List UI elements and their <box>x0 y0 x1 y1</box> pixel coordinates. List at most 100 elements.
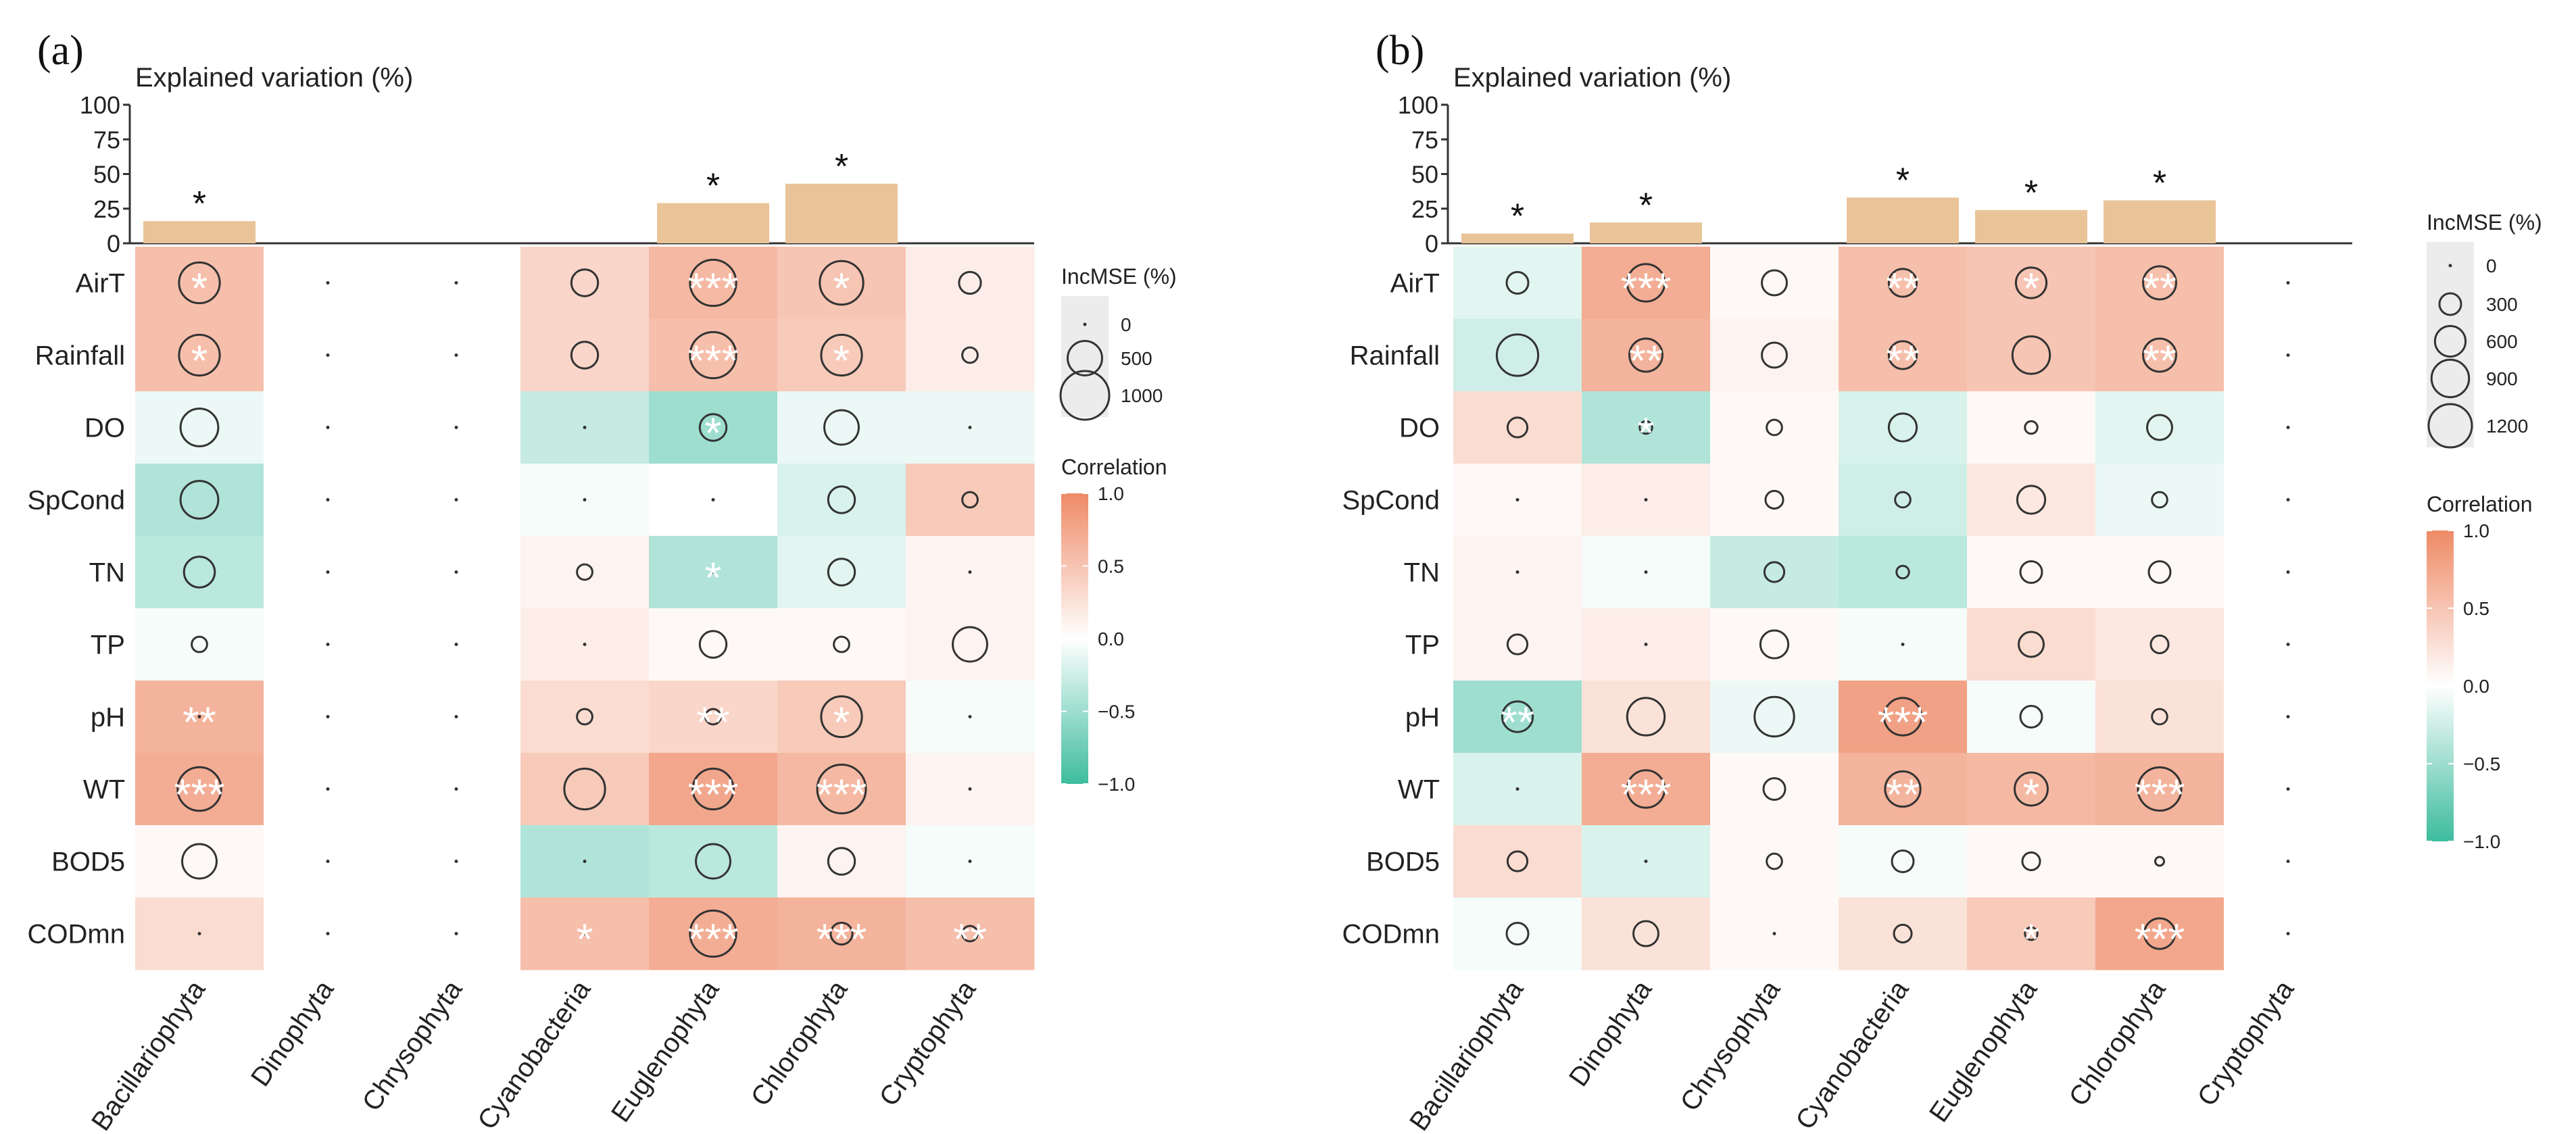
incmse-circle <box>2151 491 2168 509</box>
incmse-dot <box>2286 860 2290 863</box>
size-legend-label: 1000 <box>1121 385 1163 406</box>
row-label: WT <box>1398 775 1440 805</box>
explained-variation-bar <box>785 183 898 243</box>
incmse-circle <box>2016 485 2047 515</box>
incmse-dot <box>326 570 330 574</box>
incmse-circle <box>2019 560 2043 584</box>
bar-tick-label: 25 <box>1411 195 1438 223</box>
heatmap-cell <box>649 608 778 681</box>
row-label: AirT <box>1390 269 1440 299</box>
panel-label: (a) <box>37 28 84 74</box>
cell-significance: *** <box>174 770 225 819</box>
column-label: Euglenophyta <box>1924 975 2043 1127</box>
size-legend-key <box>2430 358 2471 399</box>
heatmap-cell <box>1710 464 1839 537</box>
heatmap-cell <box>649 825 778 898</box>
incmse-circle <box>1763 561 1786 583</box>
incmse-circle <box>2149 634 2170 655</box>
heatmap-cell <box>1453 608 1582 681</box>
incmse-dot <box>583 498 587 501</box>
cell-significance: * <box>1638 409 1655 458</box>
heatmap-cell <box>520 753 650 826</box>
cell-significance: * <box>833 337 850 385</box>
column-label: Chrysophyta <box>357 975 468 1116</box>
cell-significance: * <box>833 698 850 747</box>
size-legend-label: 1200 <box>2486 416 2528 437</box>
heatmap-cell <box>1582 391 1711 464</box>
incmse-dot <box>583 643 587 646</box>
incmse-circle <box>1632 920 1659 947</box>
row-label: BOD5 <box>51 847 125 877</box>
explained-variation-bar <box>2104 200 2216 243</box>
incmse-circle <box>1495 333 1540 377</box>
heatmap-cell <box>2095 897 2225 970</box>
incmse-dot <box>1901 643 1905 646</box>
row-label: DO <box>84 414 125 443</box>
incmse-circle <box>1762 777 1787 801</box>
heatmap-cell <box>649 391 778 464</box>
incmse-circle <box>820 333 863 377</box>
incmse-circle <box>704 708 722 726</box>
heatmap-cell <box>520 319 650 392</box>
cell-significance: ** <box>1886 337 1920 385</box>
incmse-dot <box>2286 643 2290 646</box>
size-legend-label: 900 <box>2486 368 2518 389</box>
incmse-circle <box>827 558 856 587</box>
incmse-circle <box>816 764 867 814</box>
heatmap-cell <box>135 753 264 826</box>
cell-significance: ** <box>1886 264 1920 313</box>
cell-significance: * <box>191 264 208 313</box>
incmse-circle <box>689 909 737 958</box>
cell-significance: * <box>577 915 593 964</box>
incmse-circle <box>1506 633 1529 656</box>
heatmap-cell <box>777 897 906 970</box>
explained-variation-bar <box>1461 233 1574 243</box>
heatmap-cell <box>1710 825 1839 898</box>
chart-title: Explained variation (%) <box>135 63 413 93</box>
heatmap-cell <box>1967 536 2096 609</box>
row-label: DO <box>1399 414 1440 443</box>
incmse-circle <box>1759 629 1790 660</box>
incmse-dot <box>197 715 201 718</box>
incmse-dot <box>2286 281 2290 285</box>
cell-significance: *** <box>2135 915 2185 964</box>
heatmap-cell <box>135 464 264 537</box>
incmse-dot <box>1644 570 1648 574</box>
cell-significance: ** <box>183 698 216 747</box>
cell-significance: *** <box>688 915 739 964</box>
explained-variation-bar <box>1975 209 2087 243</box>
row-label: TN <box>89 558 125 588</box>
incmse-circle <box>698 630 728 659</box>
heatmap-cell <box>1839 753 1968 826</box>
incmse-circle <box>689 258 737 307</box>
size-legend-key <box>1083 322 1087 326</box>
heatmap-cell <box>1582 247 1711 320</box>
heatmap-cell <box>649 681 778 754</box>
incmse-circle <box>1505 922 1530 945</box>
incmse-circle <box>2137 766 2183 812</box>
incmse-dot <box>583 426 587 429</box>
heatmap-cell <box>135 319 264 392</box>
heatmap-cell <box>1967 753 2096 826</box>
incmse-circle <box>563 767 606 811</box>
incmse-circle <box>833 635 850 654</box>
incmse-circle <box>1506 850 1529 872</box>
incmse-circle <box>2021 851 2041 872</box>
color-legend-tick-label: 0.5 <box>1098 556 1124 577</box>
incmse-dot <box>454 787 458 791</box>
incmse-dot <box>968 715 972 718</box>
cell-significance: ** <box>1629 337 1663 385</box>
bar-significance: * <box>1511 197 1524 237</box>
row-label: pH <box>1405 703 1440 733</box>
incmse-dot <box>454 281 458 285</box>
heatmap-cell <box>135 825 264 898</box>
size-legend-key <box>1059 370 1111 421</box>
heatmap-cell <box>1839 681 1968 754</box>
bar-significance: * <box>1896 161 1910 200</box>
incmse-circle <box>2019 705 2043 729</box>
incmse-circle <box>1893 923 1913 944</box>
cell-significance: ** <box>696 698 730 747</box>
incmse-dot <box>968 860 972 863</box>
